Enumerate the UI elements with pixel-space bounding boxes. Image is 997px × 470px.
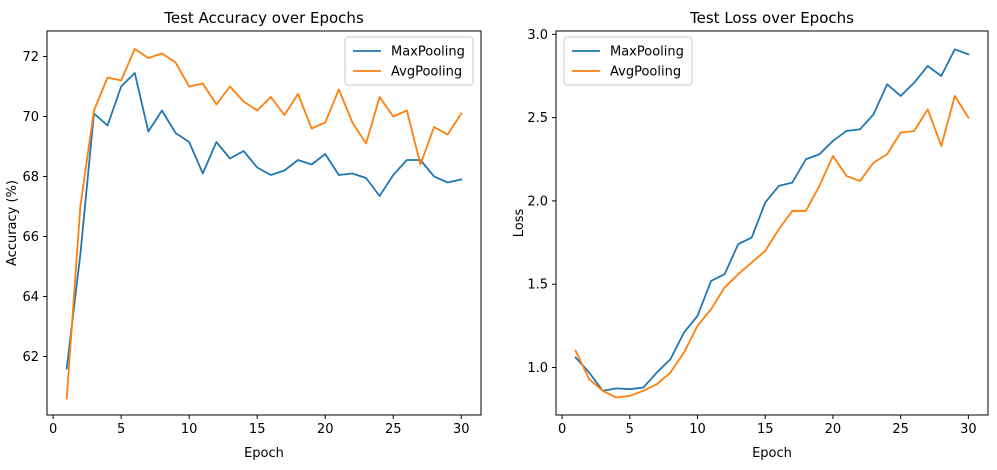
series-line-maxpooling	[65, 72, 463, 370]
legend-label-maxpooling: MaxPooling	[391, 45, 465, 60]
legend: MaxPooling AvgPooling	[563, 36, 693, 86]
legend-box	[563, 36, 693, 86]
axes-frame	[555, 30, 989, 416]
x-tick-label: 0	[49, 422, 57, 437]
series-line-avgpooling	[574, 95, 970, 399]
axes-frame	[46, 30, 482, 416]
y-axis-label: Accuracy (%)	[5, 180, 20, 266]
chart-1: Test Accuracy over Epochs 0 5 10 15 20 25 30 62 6…	[5, 9, 482, 461]
x-tick-label: 15	[249, 422, 266, 437]
x-tick-label: 5	[117, 422, 125, 437]
y-tick-label: 1.0	[527, 361, 548, 376]
x-tick-label: 10	[689, 422, 706, 437]
y-tick-label: 2.5	[527, 111, 548, 126]
y-tick-label: 3.0	[527, 28, 548, 43]
x-tick-label: 15	[757, 422, 774, 437]
chart-title: Test Accuracy over Epochs	[163, 9, 364, 27]
x-tick-label: 0	[558, 422, 566, 437]
y-tick-label: 70	[22, 110, 39, 125]
x-tick-label: 20	[317, 422, 334, 437]
chart-2: Test Loss over Epochs 0 5 10 15 20 25 30 1.0 1.5 2…	[512, 9, 989, 461]
x-axis-label: Epoch	[752, 446, 792, 461]
y-tick-label: 68	[22, 170, 39, 185]
legend-label-avgpooling: AvgPooling	[610, 65, 681, 80]
x-tick-label: 5	[626, 422, 634, 437]
legend: MaxPooling AvgPooling	[344, 36, 474, 86]
x-tick-label: 25	[385, 422, 402, 437]
x-axis-label: Epoch	[244, 446, 284, 461]
y-axis-label: Loss	[512, 209, 527, 238]
x-tick-label: 20	[825, 422, 842, 437]
x-tick-label: 25	[892, 422, 909, 437]
chart-title: Test Loss over Epochs	[689, 9, 854, 27]
y-tick-label: 1.5	[527, 278, 548, 293]
legend-box	[344, 36, 474, 86]
y-tick-label: 66	[22, 230, 39, 245]
legend-label-avgpooling: AvgPooling	[391, 65, 462, 80]
x-tick-label: 30	[453, 422, 470, 437]
x-tick-label: 30	[960, 422, 977, 437]
y-tick-label: 72	[22, 50, 39, 65]
y-tick-label: 64	[22, 290, 39, 305]
x-tick-label: 10	[181, 422, 198, 437]
series-line-avgpooling	[65, 48, 463, 400]
y-tick-label: 2.0	[527, 194, 548, 209]
legend-label-maxpooling: MaxPooling	[610, 45, 684, 60]
y-tick-label: 62	[22, 350, 39, 365]
series-line-maxpooling	[574, 48, 970, 392]
